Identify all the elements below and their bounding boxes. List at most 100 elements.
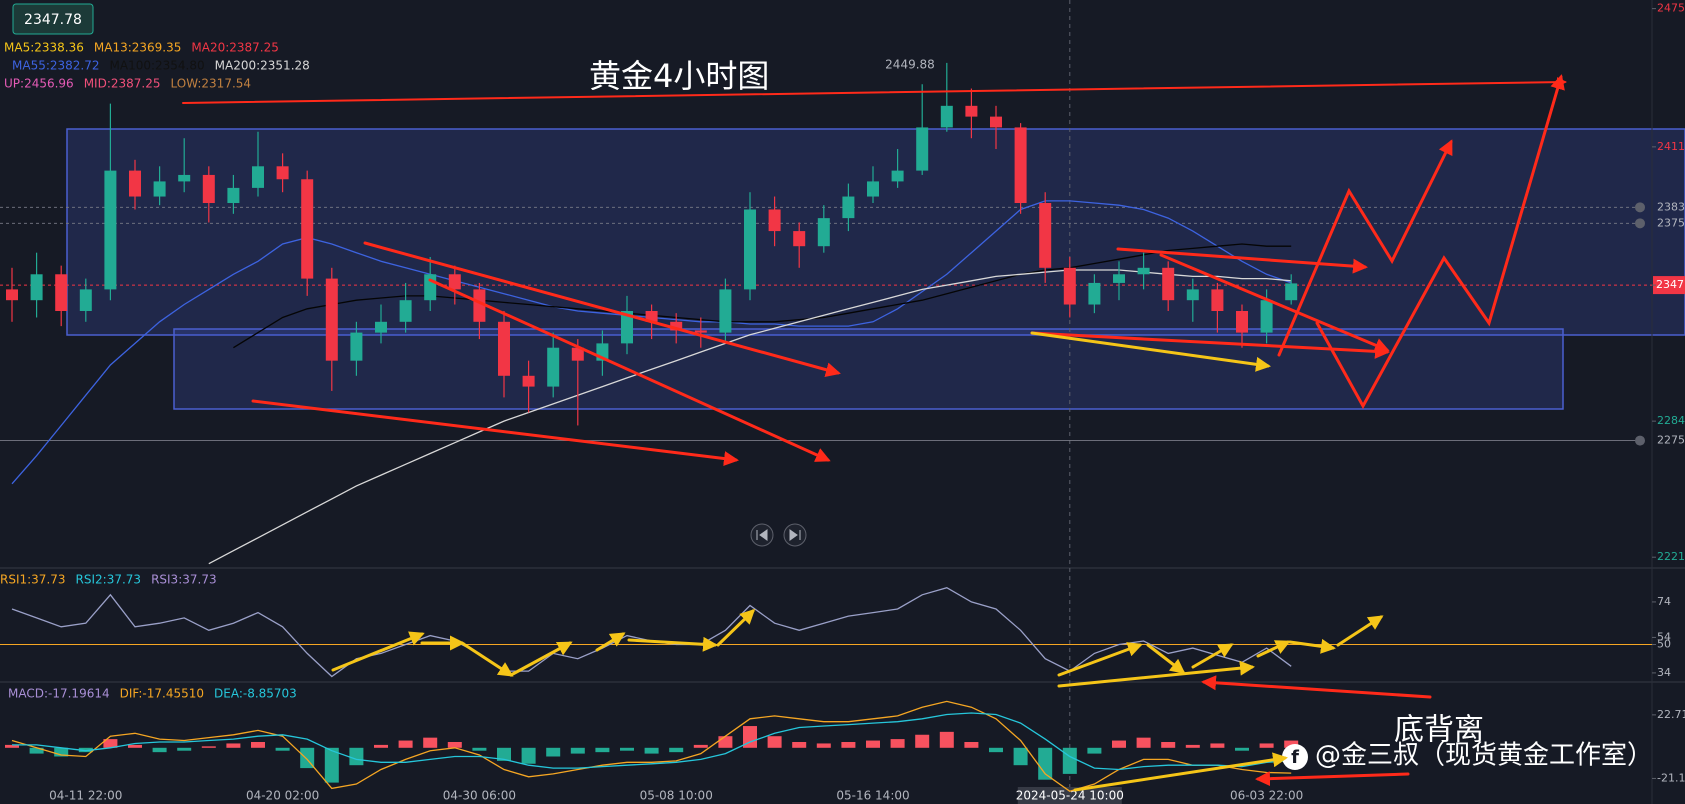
macd-bar <box>521 747 536 764</box>
candle-body <box>842 196 855 219</box>
macd-bar <box>1013 747 1028 766</box>
series-line <box>12 712 1292 771</box>
candle-body <box>916 127 929 171</box>
candle-body <box>424 274 437 301</box>
arrow <box>1073 752 1288 792</box>
macd-bar <box>816 743 831 748</box>
macd-bar <box>743 726 757 748</box>
candle-body <box>1236 310 1248 333</box>
legend-entry: DEA:-8.85703 <box>214 687 297 701</box>
macd-bar <box>1136 737 1151 748</box>
arrow <box>460 641 514 677</box>
candle-body <box>227 187 240 204</box>
candle-body <box>448 274 461 290</box>
legend-entry: LOW:2317.54 <box>171 77 252 91</box>
macd-bar <box>1062 747 1077 774</box>
macd-bar <box>423 737 438 748</box>
watermark-icon-glyph: f <box>1291 747 1299 768</box>
macd-bar <box>792 742 807 748</box>
macd-bar <box>5 744 19 748</box>
macd-bar <box>54 747 69 757</box>
candle-body <box>1014 127 1027 204</box>
legend-entry: RSI1:37.73 <box>0 573 66 587</box>
y-tick-label: 2475 <box>1657 2 1685 15</box>
macd-bar <box>324 747 339 783</box>
macd-bar <box>1235 747 1249 751</box>
candle-body <box>104 170 117 290</box>
legend-entry: MA20:2387.25 <box>191 41 279 55</box>
macd-bar <box>398 740 413 748</box>
arrow <box>1116 247 1368 274</box>
candle-body <box>1039 203 1052 268</box>
macd-bar <box>1161 742 1176 748</box>
macd-bar <box>1112 740 1126 748</box>
candle-body <box>1260 300 1273 333</box>
x-tick-label: 05-08 10:00 <box>640 789 713 803</box>
annotations <box>182 74 1567 792</box>
candle-body <box>79 289 92 311</box>
arrow <box>1315 74 1565 410</box>
y-tick-label: 2411 <box>1657 140 1685 153</box>
macd-bar <box>275 747 290 751</box>
candle-body <box>670 321 683 331</box>
legend-entry: UP:2456.96 <box>4 77 74 91</box>
arrow <box>1191 643 1234 669</box>
arrow <box>428 278 831 462</box>
range-box <box>173 328 1564 410</box>
y-tick-label: 74 <box>1657 595 1671 608</box>
y-tick-label: 22.711 <box>1657 708 1685 721</box>
arrow <box>251 399 739 466</box>
candle-body <box>301 179 314 279</box>
candle-body <box>1113 274 1125 283</box>
macd-bar <box>1284 740 1299 748</box>
candle-body <box>990 116 1002 128</box>
candle-body <box>547 347 560 387</box>
y-tick-label: 2221 <box>1657 550 1685 563</box>
watermark: @金三叔（现货黄金工作室） <box>1315 741 1653 771</box>
macd-bar <box>570 747 585 754</box>
macd-bar <box>447 742 462 748</box>
candle-body <box>473 289 486 322</box>
macd-bar <box>226 743 241 748</box>
macd-bar <box>915 734 930 748</box>
arrow <box>1057 660 1255 688</box>
candle-body <box>965 105 978 117</box>
legend-entry: MA200:2351.28 <box>215 59 310 73</box>
macd-bar <box>497 747 511 761</box>
legend-entry: MA55:2382.72 <box>12 59 100 73</box>
macd-bar <box>644 747 659 754</box>
macd-bar <box>78 747 93 753</box>
candle-body <box>645 310 658 322</box>
macd-bar <box>767 736 782 748</box>
legend-entry: MID:2387.25 <box>84 77 161 91</box>
candle-body <box>178 174 191 182</box>
macd-bar <box>128 744 142 748</box>
macd-bar <box>718 736 733 748</box>
candle-body <box>350 332 363 361</box>
playback-controls <box>750 523 807 547</box>
candle-body <box>1063 267 1076 305</box>
candle-body <box>940 105 953 128</box>
candle-body <box>621 310 633 344</box>
macd-bar <box>201 746 216 748</box>
y-tick-label: 2284 <box>1657 414 1685 427</box>
arrow <box>1159 253 1390 353</box>
arrow <box>1201 675 1432 699</box>
arrow <box>182 77 1567 104</box>
arrow <box>627 636 718 652</box>
price-box <box>12 3 94 35</box>
alert-bell <box>1635 218 1645 229</box>
watermark-icon <box>1282 744 1308 770</box>
macd-bar <box>29 747 44 754</box>
macd-bar <box>620 747 634 751</box>
alert-bell <box>1635 435 1645 446</box>
prev-icon <box>756 529 768 541</box>
macd-bar <box>669 747 684 753</box>
macd-bar <box>472 747 487 751</box>
arrow <box>1256 640 1291 658</box>
candle-body <box>153 181 166 197</box>
macd-bar <box>1210 743 1225 748</box>
